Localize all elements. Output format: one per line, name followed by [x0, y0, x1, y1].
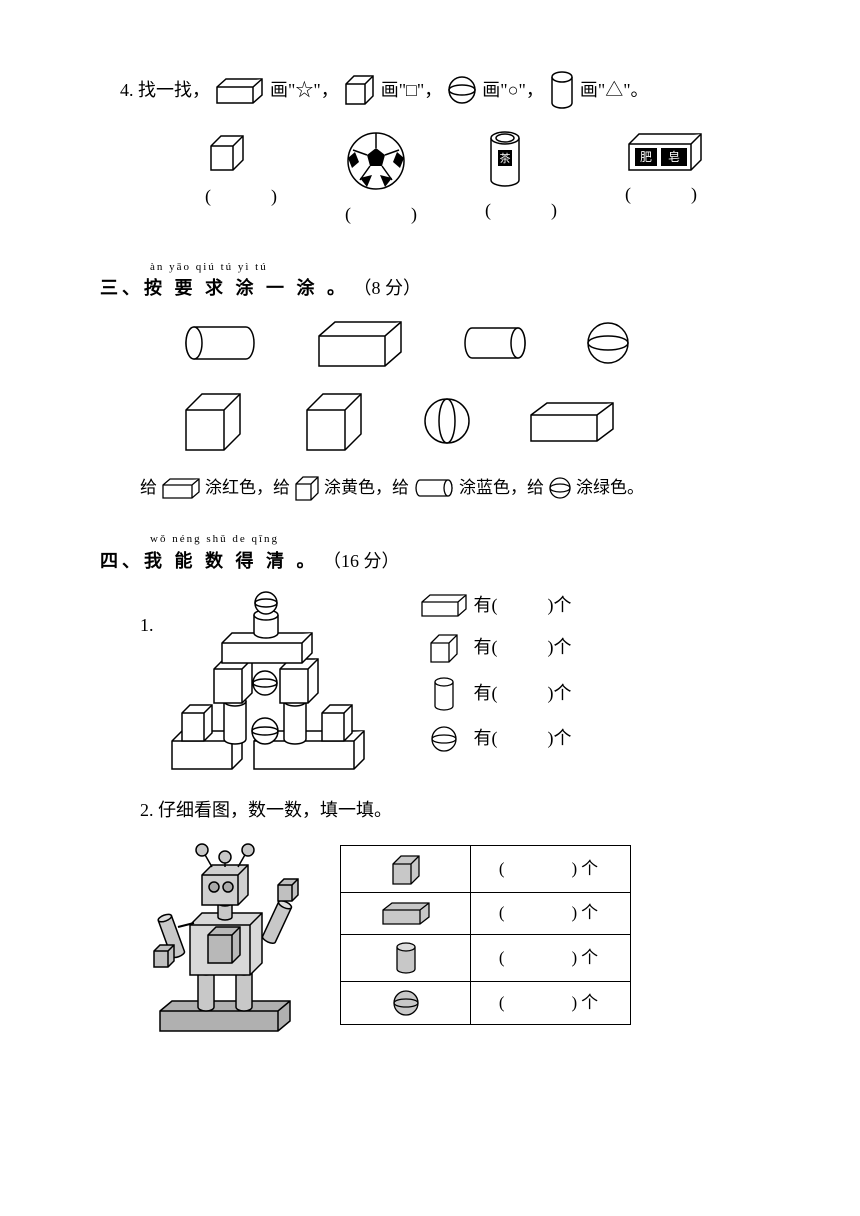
section3-row1	[180, 318, 770, 368]
section3-header: àn yāo qiú tú yì tú 三、按 要 求 涂 一 涂 。 （8 分…	[100, 259, 770, 303]
section3-pinyin: àn yāo qiú tú yì tú	[150, 259, 770, 277]
robot-figure-icon	[140, 835, 310, 1035]
q4-bracket-1: ( )	[205, 182, 285, 211]
table-cuboid-icon	[341, 892, 471, 934]
draw-square-text: 画"□"，	[381, 76, 443, 105]
draw-star-text: 画"☆"，	[270, 76, 339, 105]
sphere-small-icon	[548, 476, 572, 500]
section3-instruction: 给 涂红色，给 涂黄色，给 涂蓝色，给 涂绿色。	[140, 474, 770, 501]
table-cube-icon	[341, 845, 471, 892]
sub1-number: 1.	[140, 611, 154, 771]
table-cylinder-icon	[341, 934, 471, 981]
cuboid-label-icon	[414, 592, 474, 618]
q4-bracket-3: ( )	[485, 196, 565, 225]
q4-item-can: 茶 ( )	[485, 130, 565, 229]
section4-sub2: ( )个 ( )个 ( )个 ( )个	[140, 835, 770, 1035]
svg-text:肥: 肥	[640, 150, 652, 164]
cube-small-icon	[294, 475, 320, 501]
table-count-4: ( )个	[471, 981, 631, 1024]
table-count-3: ( )个	[471, 934, 631, 981]
cube-icon	[343, 73, 377, 107]
cylinder-horizontal-icon	[460, 323, 530, 363]
section3-shapes-grid	[180, 318, 770, 454]
instr-text-2: 涂红色，给	[205, 474, 290, 501]
cylinder-horizontal-icon	[180, 321, 260, 365]
cube-icon	[301, 388, 367, 454]
soccer-ball-icon	[345, 130, 407, 192]
sub2-instruction: 2. 仔细看图，数一数，填一填。	[140, 796, 770, 825]
section4-header: wǒ néng shǔ de qīng 四、我 能 数 得 清 。 （16 分）	[100, 531, 770, 575]
count-row-cube: 有( )个	[414, 632, 572, 664]
tea-can-icon: 茶	[485, 130, 525, 188]
q4-bracket-2: ( )	[345, 200, 425, 229]
count-table: ( )个 ( )个 ( )个 ( )个	[340, 845, 631, 1025]
instr-text-3: 涂黄色，给	[324, 474, 409, 501]
cylinder-icon	[548, 70, 576, 110]
soap-box-icon: 肥 皂	[625, 130, 705, 172]
table-row: ( )个	[341, 981, 631, 1024]
count-row-sphere: 有( )个	[414, 724, 572, 754]
small-cube-icon	[205, 130, 249, 174]
section3-row2	[180, 388, 770, 454]
table-count-1: ( )个	[471, 845, 631, 892]
instr-text-4: 涂蓝色，给	[459, 474, 544, 501]
section4-title: 四、我 能 数 得 清 。	[100, 551, 319, 571]
section4-points: （16 分）	[323, 551, 400, 571]
q4-instruction: 4. 找一找， 画"☆"， 画"□"， 画"○"， 画"△"。	[120, 70, 770, 110]
cuboid-icon	[315, 318, 405, 368]
q4-item-soap: 肥 皂 ( )	[625, 130, 705, 229]
sphere-icon	[446, 74, 478, 106]
q4-item-ball: ( )	[345, 130, 425, 229]
cuboid-flat-icon	[527, 399, 617, 443]
table-count-2: ( )个	[471, 892, 631, 934]
q4-items-row: ( ) ( ) 茶 ( )	[140, 130, 770, 229]
q4-bracket-4: ( )	[625, 180, 705, 209]
section3-title: 三、按 要 求 涂 一 涂 。	[100, 278, 349, 298]
instr-text-1: 给	[140, 474, 157, 501]
cube-label-icon	[414, 632, 474, 664]
q4-prefix: 4. 找一找，	[120, 76, 210, 105]
table-row: ( )个	[341, 934, 631, 981]
q4-item-cube: ( )	[205, 130, 285, 229]
table-sphere-icon	[341, 981, 471, 1024]
cylinder-label-icon	[414, 676, 474, 712]
sub1-counts: 有( )个 有( )个 有( )个 有( )个	[414, 591, 572, 766]
svg-text:皂: 皂	[668, 150, 680, 164]
sphere-label-icon	[414, 724, 474, 754]
sphere-icon	[585, 320, 631, 366]
instr-text-5: 涂绿色。	[576, 474, 644, 501]
svg-text:茶: 茶	[500, 152, 511, 165]
section4-pinyin: wǒ néng shǔ de qīng	[150, 531, 770, 549]
section4-sub1: 1.	[140, 591, 770, 771]
cuboid-small-icon	[161, 477, 201, 499]
table-row: ( )个	[341, 845, 631, 892]
blocks-castle-icon	[164, 591, 374, 771]
draw-triangle-text: 画"△"。	[580, 76, 649, 105]
count-row-cylinder: 有( )个	[414, 676, 572, 712]
count-row-cuboid: 有( )个	[414, 591, 572, 620]
table-row: ( )个	[341, 892, 631, 934]
cylinder-small-icon	[413, 477, 455, 499]
draw-circle-text: 画"○"，	[482, 76, 544, 105]
section3-points: （8 分）	[354, 278, 422, 298]
sphere-icon	[422, 396, 472, 446]
cube-icon	[180, 388, 246, 454]
cuboid-icon	[214, 75, 266, 105]
